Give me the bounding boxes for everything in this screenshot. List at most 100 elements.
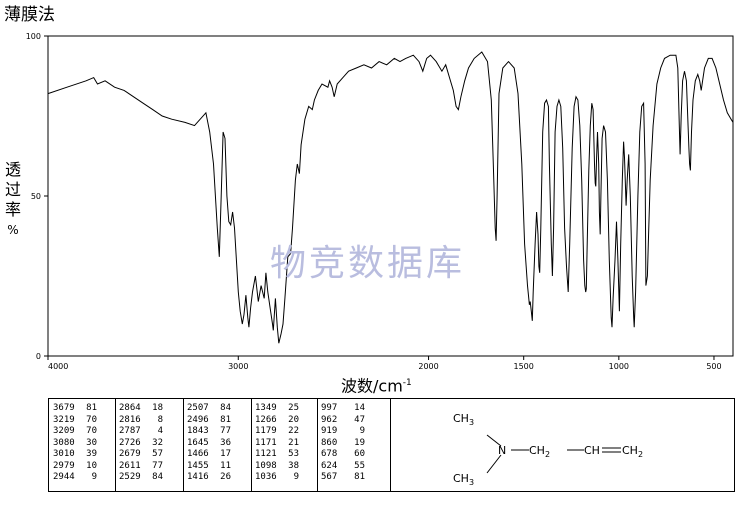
peak-transmittance: 32 — [152, 437, 163, 448]
peak-wavenumber: 2864 — [119, 403, 141, 413]
peak-wavenumber: 2679 — [119, 449, 141, 459]
peak-transmittance: 84 — [152, 472, 163, 482]
peak-wavenumber: 2496 — [187, 414, 209, 425]
y-axis-label: 透 过 率 % — [2, 160, 24, 240]
peak-transmittance: 55 — [354, 460, 365, 471]
bond-n-ch3-top — [486, 434, 502, 447]
y-tick-label: 50 — [31, 192, 41, 201]
peak-row: 567 81 — [321, 472, 365, 484]
peak-transmittance: 22 — [288, 426, 299, 436]
peak-transmittance: 84 — [220, 403, 231, 413]
peak-transmittance: 81 — [220, 414, 231, 425]
peak-transmittance: 30 — [86, 437, 97, 448]
peak-transmittance: 9 — [293, 472, 299, 482]
peak-transmittance: 14 — [354, 403, 365, 413]
peak-transmittance: 77 — [220, 426, 231, 436]
peak-wavenumber: 860 — [321, 437, 338, 448]
y-axis-label-char: 透 — [4, 160, 21, 179]
x-tick-label: 500 — [706, 362, 721, 371]
peak-wavenumber: 2507 — [187, 403, 209, 413]
peak-row: 2979 10 — [53, 461, 97, 473]
peak-wavenumber: 2979 — [53, 460, 75, 471]
table-divider — [317, 399, 318, 491]
x-ticks: 4000 3000 2000 1500 1000 500 — [47, 356, 722, 371]
peak-transmittance: 9 — [359, 426, 365, 436]
peak-wavenumber: 3010 — [53, 449, 75, 459]
peak-row: 2816 8 — [119, 415, 163, 427]
structure-bonds — [486, 434, 621, 474]
peak-wavenumber: 567 — [321, 472, 338, 482]
peak-row: 3010 39 — [53, 449, 97, 461]
methyl-bottom: CH3 — [453, 472, 474, 489]
methylene-text: CH — [529, 444, 545, 457]
x-tick-label: 1000 — [609, 362, 629, 371]
x-axis-label: 波数/cm-1 — [341, 373, 412, 396]
peak-row: 2679 57 — [119, 449, 163, 461]
peak-transmittance: 38 — [288, 460, 299, 471]
peak-wavenumber: 1843 — [187, 426, 209, 436]
peak-transmittance: 77 — [152, 460, 163, 471]
peak-row: 3219 70 — [53, 415, 97, 427]
peak-wavenumber: 1266 — [255, 414, 277, 425]
bond-n-ch3-bottom — [486, 454, 502, 474]
peak-wavenumber: 2787 — [119, 426, 141, 436]
spectrum-line — [47, 51, 734, 344]
peak-transmittance: 53 — [288, 449, 299, 459]
peak-wavenumber: 1466 — [187, 449, 209, 459]
methyl-bottom-sub: 3 — [468, 478, 475, 488]
peak-row: 2944 9 — [53, 472, 97, 484]
peak-wavenumber: 678 — [321, 449, 338, 459]
peak-column: 997 14 962 47 919 9 860 19 678 60 624 55 567 81 — [321, 403, 365, 484]
peak-wavenumber: 3219 — [53, 414, 75, 425]
peak-row: 624 55 — [321, 461, 365, 473]
methine-group: CH — [584, 444, 600, 457]
peak-wavenumber: 2529 — [119, 472, 141, 482]
peak-wavenumber: 1179 — [255, 426, 277, 436]
watermark: 物竞数据库 — [270, 243, 466, 284]
terminal-methylene-sub: 2 — [637, 450, 644, 460]
peak-row: 919 9 — [321, 426, 365, 438]
peak-transmittance: 19 — [354, 437, 365, 448]
table-divider — [115, 399, 116, 491]
peak-wavenumber: 1036 — [255, 472, 277, 482]
y-tick-label: 100 — [26, 32, 41, 41]
peak-transmittance: 25 — [288, 403, 299, 413]
peak-row: 2864 18 — [119, 403, 163, 415]
peak-row: 1466 17 — [187, 449, 231, 461]
x-axis-label-text: 波数/cm — [341, 376, 403, 396]
y-axis-label-char: 率 — [4, 200, 21, 219]
peak-transmittance: 70 — [86, 414, 97, 425]
peak-row: 1349 25 — [255, 403, 299, 415]
peak-transmittance: 26 — [220, 472, 231, 482]
peak-table: 3679 81 3219 70 3209 70 3080 30 3010 39 2979 10 2944… — [48, 398, 391, 492]
peak-transmittance: 20 — [288, 414, 299, 425]
peak-wavenumber: 1645 — [187, 437, 209, 448]
x-tick-label: 4000 — [48, 362, 68, 371]
peak-wavenumber: 962 — [321, 414, 338, 425]
peak-wavenumber: 1098 — [255, 460, 277, 471]
peak-row: 1121 53 — [255, 449, 299, 461]
peak-transmittance: 18 — [152, 403, 163, 413]
peak-wavenumber: 2611 — [119, 460, 141, 471]
y-ticks: 100 50 0 — [26, 32, 48, 361]
peak-transmittance: 17 — [220, 449, 231, 459]
methyl-bottom-text: CH — [453, 472, 469, 485]
peak-wavenumber: 2726 — [119, 437, 141, 448]
methyl-top: CH3 — [453, 412, 474, 429]
peak-transmittance: 36 — [220, 437, 231, 448]
y-tick-label: 0 — [36, 352, 41, 361]
peak-wavenumber: 3679 — [53, 403, 75, 413]
methylene-sub: 2 — [544, 450, 551, 460]
peak-row: 3080 30 — [53, 438, 97, 450]
peak-wavenumber: 624 — [321, 460, 338, 471]
peak-column: 2507 84 2496 81 1843 77 1645 36 1466 17 1455 11 1416… — [187, 403, 231, 484]
peak-transmittance: 8 — [157, 414, 163, 425]
peak-transmittance: 4 — [157, 426, 163, 436]
peak-row: 962 47 — [321, 415, 365, 427]
peak-wavenumber: 1121 — [255, 449, 277, 459]
nitrogen-atom: N — [498, 444, 507, 457]
peak-row: 1171 21 — [255, 438, 299, 450]
peak-transmittance: 70 — [86, 426, 97, 436]
peak-wavenumber: 1416 — [187, 472, 209, 482]
peak-wavenumber: 2816 — [119, 414, 141, 425]
